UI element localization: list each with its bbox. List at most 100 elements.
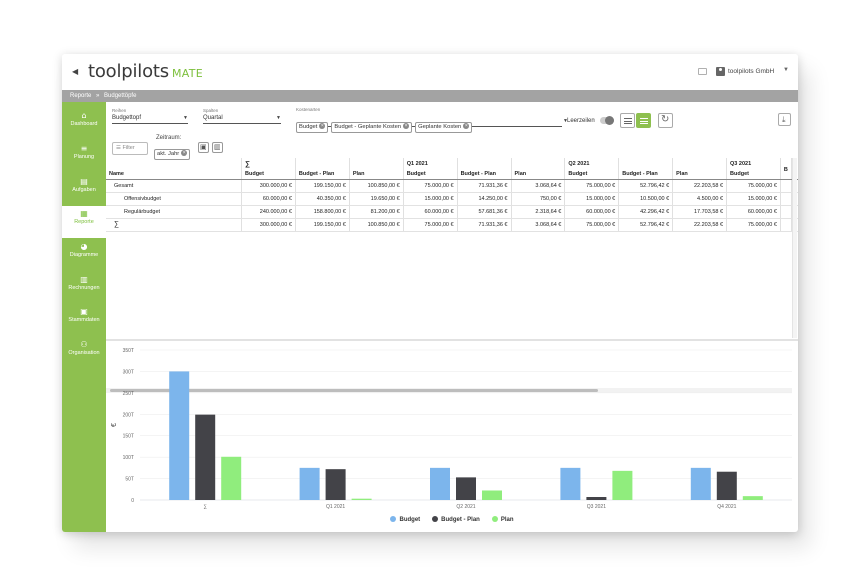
column-header[interactable]: Q1 2021 Budget (402, 158, 458, 180)
column-group-label: Q3 2021 (730, 160, 752, 167)
chevron-down-icon[interactable]: ▼ (563, 118, 568, 124)
row-name: ∑ (106, 218, 242, 232)
filter-input[interactable]: ☰ Filter (112, 142, 148, 155)
chart-bar (169, 371, 190, 500)
sidebar-item-aufgaben[interactable]: ▤ Aufgaben (62, 174, 106, 206)
column-header[interactable]: Budget - Plan (294, 158, 350, 180)
chart-bar (351, 498, 372, 500)
sidebar-item-stammdaten[interactable]: ▣ Stammdaten (62, 304, 106, 336)
table-cell: 100.850,00 € (348, 218, 404, 232)
logo[interactable]: toolpilots MATE (88, 61, 203, 82)
sidebar-item-label: Planung (73, 154, 95, 160)
table-cell: 40.350,00 € (294, 192, 350, 206)
indent-list-icon (640, 118, 648, 124)
logo-main: toolpilots (88, 61, 169, 82)
legend-item[interactable]: Budget - Plan (432, 516, 480, 523)
column-header[interactable]: Budget - Plan (456, 158, 511, 180)
y-tick-label: 50T (125, 477, 134, 483)
legend-marker (432, 516, 439, 522)
column-header[interactable]: B (779, 158, 792, 180)
table-cell: 15.000,00 € (402, 192, 458, 206)
column-group-label: Q2 2021 (568, 160, 590, 167)
message-icon[interactable] (698, 68, 707, 75)
eye-icon: ◦ (593, 117, 596, 123)
sidebar-item-diagramme[interactable]: ◕ Diagramme (62, 239, 106, 271)
remove-chip-icon[interactable]: × (319, 123, 326, 130)
horizontal-scrollbar[interactable] (106, 388, 792, 393)
column-header[interactable]: ∑ Budget (241, 158, 296, 180)
column-header[interactable]: Q3 2021 Budget (726, 158, 781, 180)
table-cell: 75.000,00 € (564, 179, 619, 193)
table-cell: 75.000,00 € (564, 218, 619, 232)
column-sub-label: Budget (406, 170, 426, 177)
table-cell: 75.000,00 € (726, 179, 781, 193)
remove-chip-icon[interactable]: × (463, 123, 470, 130)
chart-bar (586, 497, 607, 500)
indented-view-button[interactable] (636, 113, 651, 128)
column-header[interactable]: Budget - Plan (618, 158, 673, 180)
column-header[interactable]: Plan (348, 158, 404, 180)
table-cell: 199.150,00 € (294, 218, 350, 232)
sidebar-item-label: Aufgaben (72, 187, 96, 193)
table-row[interactable]: Gesamt 300.000,00 €199.150,00 €100.850,00… (106, 179, 798, 193)
chart-legend: Budget Budget - Plan Plan (106, 516, 798, 523)
column-header[interactable]: Q2 2021 Budget (564, 158, 619, 180)
table-row[interactable]: Regulärbudget 240.000,00 €158.800,00 €81.… (106, 205, 798, 219)
remove-chip-icon[interactable]: × (181, 150, 188, 157)
save-button[interactable]: ▣ (198, 142, 209, 153)
rows-select[interactable]: Budgettopf ▼ (112, 114, 188, 124)
legend-item[interactable]: Budget (390, 516, 420, 523)
list-view-button[interactable] (620, 113, 635, 128)
remove-chip-icon[interactable]: × (403, 123, 410, 130)
download-icon: ⤓ (782, 115, 786, 124)
sidebar-item-organisation[interactable]: ⚇ Organisation (62, 337, 106, 369)
column-header[interactable]: Plan (510, 158, 565, 180)
sidebar-item-rechnungen[interactable]: ▥ Rechnungen (62, 272, 106, 304)
report-table: Name ∑ Budget Budget - Plan Plan Q1 2021 Budge… (106, 158, 798, 232)
legend-label: Budget (399, 517, 421, 523)
sidebar-item-reporte[interactable]: ▦ Reporte (62, 206, 106, 238)
table-cell (779, 218, 792, 232)
legend-marker (491, 516, 498, 522)
chip-geplante-kosten: Geplante Kosten × (415, 122, 473, 133)
user-icon[interactable] (716, 67, 725, 76)
vertical-scrollbar[interactable] (792, 158, 797, 338)
column-header[interactable]: Plan (672, 158, 727, 180)
column-sub-label: Budget (730, 170, 749, 177)
table-row[interactable]: ∑ 300.000,00 €199.150,00 €100.850,00 €75.… (106, 218, 798, 232)
leerzeilen-label: Leerzeilen (567, 118, 595, 124)
sidebar-item-label: Dashboard (70, 121, 98, 127)
list-icon (624, 118, 632, 124)
chip-label: Budget (299, 124, 318, 130)
y-tick-label: 200T (123, 412, 134, 418)
legend-item[interactable]: Plan (491, 516, 514, 523)
sidebar-item-planung[interactable]: ≡ Planung (62, 141, 106, 173)
leerzeilen-toggle[interactable] (600, 116, 614, 125)
table-cell: 60.000,00 € (726, 205, 781, 219)
rows-label: Reihen (112, 108, 127, 113)
chart-bar (456, 477, 476, 500)
table-cell: 2.318,64 € (510, 205, 565, 219)
company-name[interactable]: toolpilots GmbH (728, 68, 775, 75)
cols-select[interactable]: Quartal ▼ (203, 114, 281, 124)
kostenarten-select[interactable]: Budget × Budget - Geplante Kosten × Geplante… (296, 115, 562, 133)
column-group-label: B (783, 166, 788, 173)
chevron-down-icon[interactable]: ▼ (783, 67, 789, 73)
y-tick-label: 300T (123, 369, 134, 375)
table-row[interactable]: Offensivbudget 60.000,00 €40.350,00 €19.6… (106, 192, 798, 206)
refresh-button[interactable]: ↻ (658, 113, 673, 128)
download-button[interactable]: ⤓ (778, 113, 791, 126)
sidebar-item-dashboard[interactable]: ⌂ Dashboard (62, 108, 106, 140)
table-cell: 22.203,58 € (672, 179, 727, 193)
table-cell: 17.703,58 € (672, 205, 727, 219)
image-icon: ▣ (80, 307, 88, 316)
column-header-name[interactable]: Name (106, 158, 242, 180)
table-cell: 100.850,00 € (348, 179, 404, 193)
breadcrumb-link-reporte[interactable]: Reporte (70, 93, 92, 99)
save-icon: ▣ (200, 143, 207, 151)
table-cell (779, 192, 792, 206)
scrollbar-thumb[interactable] (110, 389, 598, 392)
delete-button[interactable]: ▥ (212, 142, 223, 153)
collapse-sidebar-icon[interactable]: ◀ (72, 67, 79, 76)
column-sub-label: Budget - Plan (622, 170, 658, 177)
